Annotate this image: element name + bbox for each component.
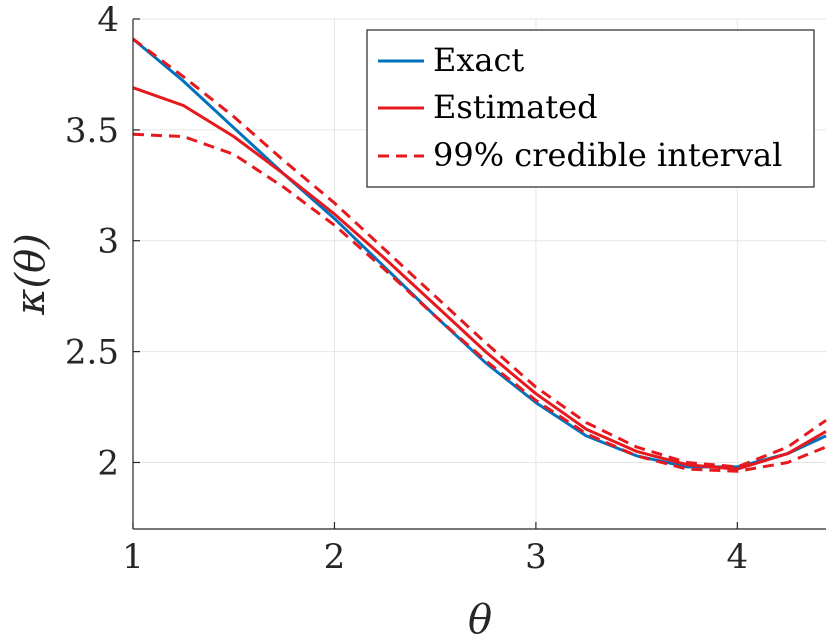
y-tick-label-3: 3.5 [65, 111, 119, 151]
legend: Exact Estimated 99% credible interval [366, 29, 815, 188]
y-tick-label-1: 2.5 [65, 333, 119, 373]
series-line-2 [132, 37, 827, 469]
series-line-1 [132, 86, 827, 471]
y-tick-label-4: 4 [97, 0, 119, 40]
x-axis-label: θ [468, 597, 492, 642]
legend-label-estimated: Estimated [433, 88, 598, 126]
tick-labels: 1 2 3 4 2 2.5 3 3.5 4 [65, 0, 748, 577]
x-tick-label-1: 2 [324, 537, 346, 577]
x-tick-label-3: 4 [727, 537, 749, 577]
series-lines [132, 37, 827, 473]
axes [132, 18, 826, 530]
y-tick-label-0: 2 [97, 443, 119, 483]
legend-label-exact: Exact [433, 41, 524, 79]
legend-label-credible-interval: 99% credible interval [433, 136, 782, 174]
x-tick-label-2: 3 [525, 537, 547, 577]
x-tick-label-0: 1 [122, 537, 144, 577]
legend-box [366, 29, 815, 188]
y-axis-label: κ(θ) [8, 233, 54, 316]
y-tick-label-2: 3 [97, 222, 119, 262]
